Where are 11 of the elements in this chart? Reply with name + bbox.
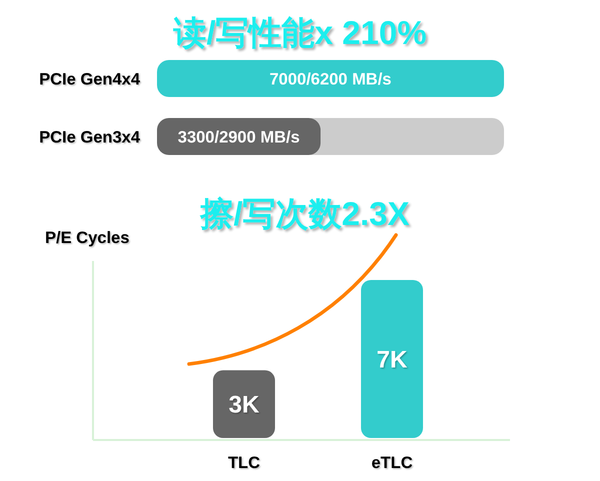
data-label: 7K [376,346,408,374]
chart-title: 读/写性能x 210% [172,14,427,51]
data-label: 3300/2900 MB/s [178,128,300,146]
data-label: 7000/6200 MB/s [269,70,392,88]
x-tick-label: eTLC [371,454,413,472]
y-tick-label: PCIe Gen4x4 [39,70,141,88]
y-tick-label: PCIe Gen3x4 [39,128,141,146]
data-label: 3K [228,392,260,419]
y-axis-title: P/E Cycles [45,229,130,247]
chart-title: 擦/写次数2.3X [199,195,410,232]
x-tick-label: TLC [228,454,260,472]
